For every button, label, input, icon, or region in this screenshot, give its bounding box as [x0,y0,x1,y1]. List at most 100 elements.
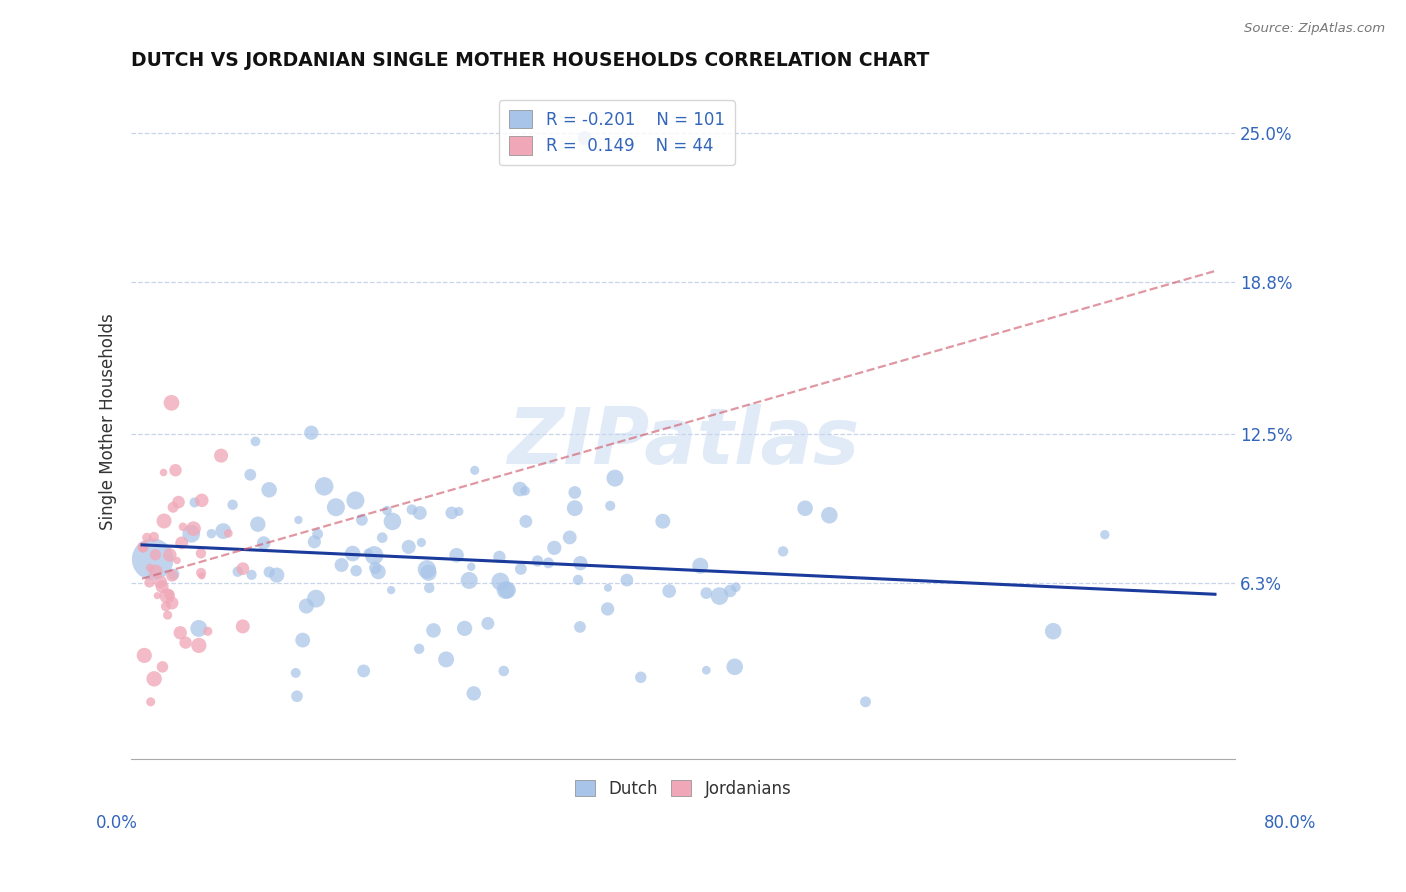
Point [418,566,440,580]
Point [422,624,444,638]
Point [299,425,322,440]
Point [159,587,181,601]
Point [246,517,269,532]
Point [146,589,169,603]
Point [342,547,364,561]
Point [558,530,581,544]
Point [772,544,794,558]
Point [295,599,318,613]
Point [232,562,254,576]
Point [132,540,155,554]
Text: DUTCH VS JORDANIAN SINGLE MOTHER HOUSEHOLDS CORRELATION CHART: DUTCH VS JORDANIAN SINGLE MOTHER HOUSEHO… [131,51,929,70]
Point [153,514,176,528]
Point [380,583,402,598]
Point [160,568,183,582]
Point [357,546,380,560]
Point [367,565,389,579]
Text: ZIPatlas: ZIPatlas [508,404,859,480]
Point [709,589,731,603]
Point [568,620,591,634]
Point [411,535,433,549]
Point [695,586,717,600]
Point [191,493,214,508]
Point [596,581,619,595]
Point [724,580,747,594]
Point [460,559,482,574]
Point [416,562,439,576]
Point [1094,527,1116,541]
Point [314,479,336,493]
Point [190,566,212,580]
Point [574,131,596,145]
Point [284,665,307,680]
Point [239,467,262,482]
Point [152,466,174,480]
Point [330,558,353,572]
Point [440,506,463,520]
Point [160,596,183,610]
Point [159,548,181,562]
Point [170,536,193,550]
Point [718,583,741,598]
Point [509,562,531,576]
Text: 80.0%: 80.0% [1264,814,1316,831]
Point [855,695,877,709]
Point [257,483,280,497]
Point [564,485,586,500]
Point [266,568,288,582]
Point [245,434,267,449]
Point [651,514,673,528]
Point [183,522,205,536]
Point [291,633,314,648]
Point [139,560,162,574]
Point [350,513,373,527]
Point [409,506,432,520]
Point [463,686,485,700]
Point [200,526,222,541]
Point [138,575,160,590]
Point [150,580,173,594]
Point [537,556,560,570]
Point [169,625,191,640]
Point [603,471,626,485]
Point [163,567,186,582]
Point [724,660,747,674]
Point [492,664,515,678]
Point [398,540,420,554]
Point [187,622,209,636]
Point [134,648,156,663]
Point [1042,624,1064,639]
Point [162,500,184,515]
Point [152,660,174,674]
Point [526,554,548,568]
Point [616,573,638,587]
Point [142,552,165,566]
Point [434,652,457,666]
Point [174,635,197,649]
Point [495,582,517,597]
Point [794,501,817,516]
Point [190,546,212,560]
Point [401,502,423,516]
Point [253,536,276,550]
Point [344,564,367,578]
Point [464,463,486,477]
Point [145,565,167,579]
Point [658,584,681,599]
Point [145,548,167,562]
Point [197,624,219,639]
Point [515,515,537,529]
Point [166,553,188,567]
Point [488,549,510,564]
Point [567,573,589,587]
Point [513,483,536,498]
Point [564,501,586,516]
Point [543,541,565,555]
Point [172,520,194,534]
Point [418,581,440,595]
Point [453,621,475,635]
Point [569,556,592,570]
Point [139,695,162,709]
Point [187,639,209,653]
Point [307,527,329,541]
